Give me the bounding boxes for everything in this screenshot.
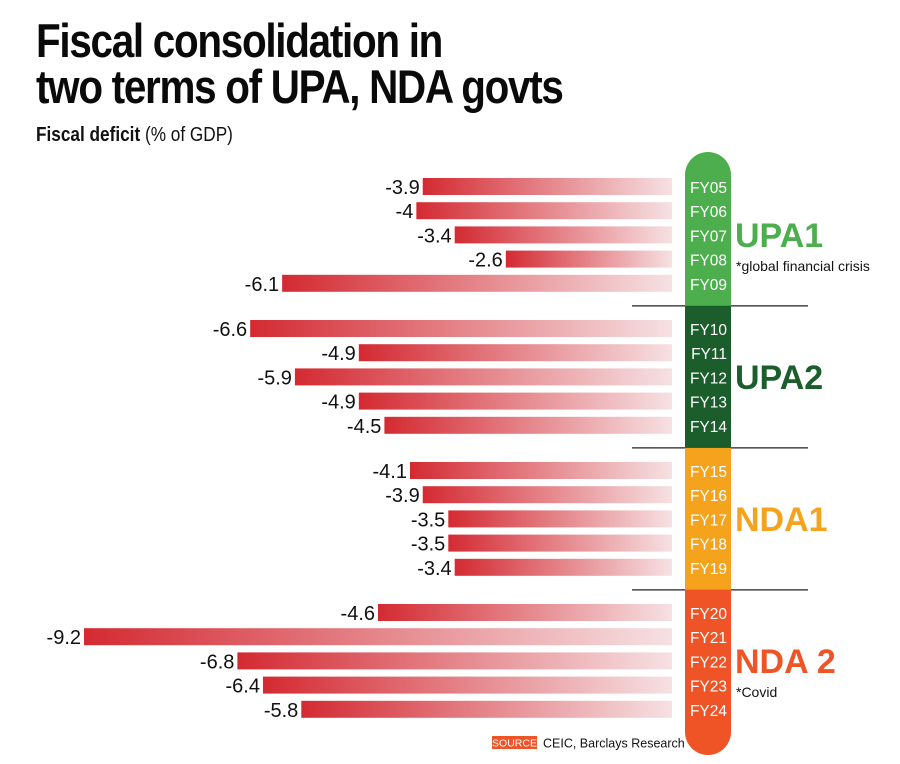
fy-label-FY21: FY21 [690, 630, 727, 647]
bar-FY24 [301, 700, 672, 718]
value-label-FY14: -4.5 [347, 416, 381, 438]
chart-title-line-2: two terms of UPA, NDA govts [36, 60, 564, 113]
bar-FY20 [378, 604, 672, 621]
labels-layer: -3.9-4-3.4-2.6-6.1-6.6-4.9-5.9-4.9-4.5-4… [47, 177, 728, 722]
fy-label-FY10: FY10 [690, 322, 727, 339]
group-note-UPA1: *global financial crisis [736, 258, 870, 274]
fy-label-FY07: FY07 [690, 228, 727, 245]
value-label-FY24: -5.8 [264, 700, 298, 722]
fy-label-FY18: FY18 [690, 537, 727, 554]
fy-label-FY16: FY16 [690, 488, 727, 505]
fy-label-FY11: FY11 [691, 346, 727, 363]
bar-FY17 [448, 510, 672, 528]
subtitle-measure: Fiscal deficit [36, 124, 141, 146]
source-note: SOURCE CEIC, Barclays Research [492, 736, 685, 751]
fy-label-FY17: FY17 [690, 512, 727, 529]
fy-label-FY23: FY23 [690, 679, 727, 696]
group-label-UPA1: UPA1 [735, 217, 823, 255]
chart-subtitle: Fiscal deficit (% of GDP) [36, 124, 233, 147]
source-badge [492, 736, 537, 749]
value-label-FY18: -3.5 [411, 534, 445, 556]
fy-label-FY20: FY20 [690, 606, 727, 623]
fy-label-FY15: FY15 [690, 464, 727, 481]
value-label-FY19: -3.4 [417, 558, 451, 580]
value-label-FY15: -4.1 [372, 461, 406, 483]
bar-FY11 [358, 344, 672, 362]
value-label-FY21: -9.2 [47, 627, 81, 649]
bar-FY15 [409, 462, 672, 479]
chart-title: Fiscal consolidation in two terms of UPA… [36, 14, 564, 113]
fy-label-FY05: FY05 [690, 180, 727, 197]
fy-label-FY12: FY12 [690, 370, 727, 387]
value-label-FY09: -6.1 [245, 274, 279, 296]
bar-FY16 [422, 486, 672, 504]
bar-FY05 [422, 178, 672, 195]
bar-FY14 [384, 416, 672, 434]
bar-FY13 [358, 392, 672, 410]
fy-label-FY22: FY22 [690, 654, 727, 671]
bar-FY10 [250, 320, 672, 337]
bar-FY23 [262, 676, 672, 694]
group-label-NDA1: NDA1 [735, 501, 828, 539]
value-label-FY05: -3.9 [385, 177, 419, 199]
value-label-FY13: -4.9 [321, 392, 355, 414]
value-label-FY16: -3.9 [385, 485, 419, 507]
group-note-NDA2: *Covid [736, 684, 777, 700]
bar-FY07 [454, 226, 672, 244]
group-label-UPA2: UPA2 [735, 359, 823, 397]
bar-FY18 [448, 534, 672, 552]
bar-FY19 [454, 558, 672, 576]
group-labels-layer: UPA1 *global financial crisis UPA2 NDA1 NDA … [735, 217, 870, 700]
fy-label-FY24: FY24 [690, 703, 727, 720]
value-label-FY07: -3.4 [417, 225, 451, 247]
value-label-FY11: -4.9 [321, 343, 355, 365]
fy-label-FY08: FY08 [690, 253, 727, 270]
source-text: CEIC, Barclays Research [543, 737, 685, 751]
group-label-NDA2: NDA 2 [735, 643, 836, 681]
value-label-FY06: -4 [396, 201, 414, 223]
fy-label-FY06: FY06 [690, 204, 727, 221]
bar-FY12 [294, 368, 672, 386]
fy-label-FY14: FY14 [690, 419, 727, 436]
value-label-FY10: -6.6 [213, 319, 247, 341]
source-badge-text: SOURCE [492, 738, 537, 750]
bar-FY22 [237, 652, 673, 670]
bar-FY09 [282, 274, 672, 292]
pill-segment-UPA2 [685, 305, 731, 448]
value-label-FY20: -4.6 [341, 603, 375, 625]
pill-segment-NDA1 [685, 447, 731, 590]
bar-FY08 [505, 250, 672, 268]
value-label-FY12: -5.9 [257, 367, 291, 389]
pill-segment-UPA1 [685, 152, 731, 306]
fy-label-FY13: FY13 [690, 395, 727, 412]
pill-segment-NDA2 [685, 589, 731, 755]
fy-label-FY09: FY09 [690, 277, 727, 294]
value-label-FY17: -3.5 [411, 509, 445, 531]
value-label-FY08: -2.6 [468, 250, 502, 272]
value-label-FY22: -6.8 [200, 651, 234, 673]
bars-layer [84, 178, 673, 718]
bar-FY06 [416, 202, 672, 220]
fy-label-FY19: FY19 [690, 561, 727, 578]
chart-title-line-1: Fiscal consolidation in [36, 14, 443, 67]
bar-FY21 [84, 628, 672, 646]
value-label-FY23: -6.4 [225, 676, 259, 698]
subtitle-unit: (% of GDP) [140, 124, 233, 146]
period-pill [685, 152, 731, 755]
